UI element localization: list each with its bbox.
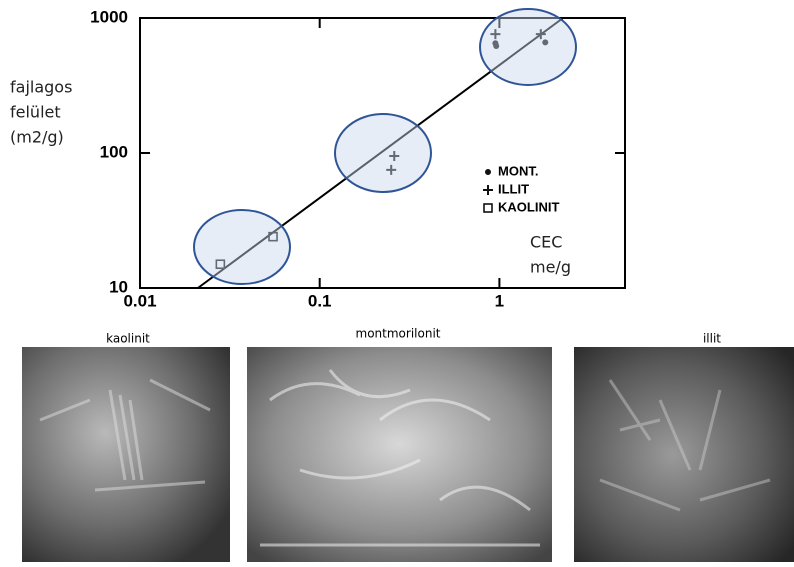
- y-axis-label: fajlagos: [10, 78, 72, 97]
- legend-marker: [485, 169, 491, 175]
- x-axis-label: CEC: [530, 233, 562, 252]
- y-axis-label: (m2/g): [10, 128, 64, 147]
- photo: [247, 347, 552, 562]
- x-axis-label: me/g: [530, 258, 571, 277]
- y-tick-label: 100: [100, 142, 128, 161]
- legend-label: KAOLINIT: [498, 199, 559, 214]
- photo: [22, 347, 230, 562]
- photo-caption: kaolinit: [106, 332, 150, 346]
- x-tick-label: 0.01: [123, 291, 156, 310]
- photo-caption: montmorilonit: [356, 327, 441, 341]
- x-tick-label: 0.1: [308, 291, 332, 310]
- x-tick-label: 1: [495, 291, 504, 310]
- ellipse: [335, 114, 431, 192]
- ellipse: [480, 9, 576, 85]
- y-tick-label: 1000: [90, 7, 128, 26]
- photos: kaolinit montmorilonit illit: [22, 327, 794, 563]
- y-axis-label: felület: [10, 103, 61, 122]
- ellipse: [194, 210, 290, 284]
- legend-marker: [484, 204, 492, 212]
- legend-marker: [483, 185, 493, 195]
- legend-label: MONT.: [498, 163, 538, 178]
- slide: 1010010000.010.11fajlagosfelület(m2/g)CE…: [0, 0, 794, 562]
- photo-caption: illit: [703, 332, 721, 346]
- highlight-ellipses: [194, 9, 576, 284]
- legend-label: ILLIT: [498, 181, 529, 196]
